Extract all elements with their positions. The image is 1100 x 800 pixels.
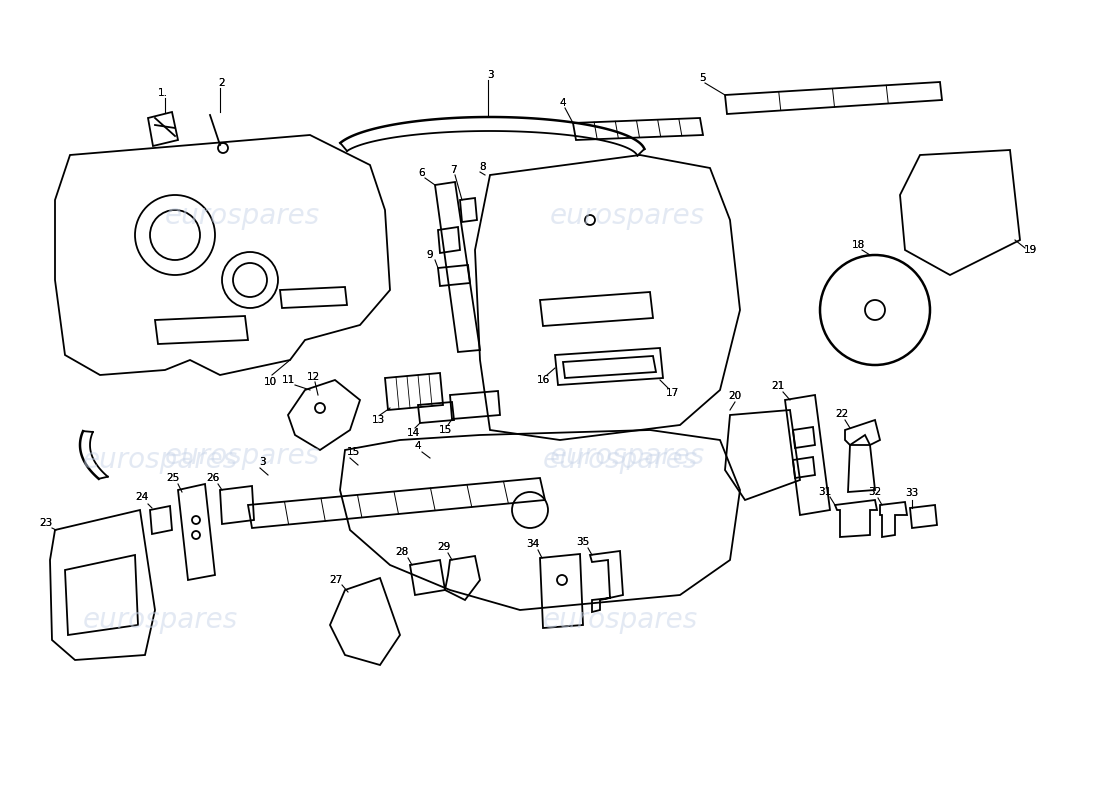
Text: 12: 12 [307,372,320,382]
Text: eurospares: eurospares [82,446,238,474]
Text: 10: 10 [263,377,276,387]
Text: 7: 7 [450,165,456,175]
Text: 20: 20 [728,391,741,401]
Text: 28: 28 [395,547,408,557]
Text: 18: 18 [851,240,865,250]
Text: 6: 6 [419,168,426,178]
Text: 5: 5 [700,73,706,83]
Text: 15: 15 [439,425,452,435]
Text: eurospares: eurospares [542,606,697,634]
Text: 31: 31 [818,487,832,497]
Text: 12: 12 [307,372,320,382]
Text: 24: 24 [135,492,149,502]
Text: 4: 4 [560,98,566,108]
Text: 22: 22 [835,409,848,419]
Text: eurospares: eurospares [549,202,705,230]
Text: 2: 2 [219,78,225,88]
Text: 23: 23 [40,518,53,528]
Text: 26: 26 [207,473,220,483]
Text: 4: 4 [560,98,566,108]
Text: 11: 11 [282,375,295,385]
Text: 15: 15 [439,425,452,435]
Text: 34: 34 [527,539,540,549]
Text: 13: 13 [372,415,385,425]
Text: 1.: 1. [158,88,168,98]
Text: 33: 33 [905,488,918,498]
Text: 15: 15 [346,447,360,457]
Text: 23: 23 [40,518,53,528]
Text: 8: 8 [480,162,486,172]
Text: 28: 28 [395,547,408,557]
Text: 3: 3 [258,457,265,467]
Text: 9: 9 [427,250,433,260]
Text: 32: 32 [868,487,881,497]
Text: 8: 8 [480,162,486,172]
Text: eurospares: eurospares [164,442,320,470]
Text: 4: 4 [415,441,421,451]
Text: 19: 19 [1023,245,1036,255]
Text: 6: 6 [419,168,426,178]
Text: eurospares: eurospares [549,442,705,470]
Text: 33: 33 [905,488,918,498]
Text: 27: 27 [329,575,342,585]
Text: 2: 2 [219,78,225,88]
Text: 20: 20 [728,391,741,401]
Text: 13: 13 [372,415,385,425]
Text: 17: 17 [666,388,679,398]
Text: 14: 14 [406,428,419,438]
Text: eurospares: eurospares [82,606,238,634]
Text: 21: 21 [771,381,784,391]
Text: eurospares: eurospares [542,446,697,474]
Text: 21: 21 [771,381,784,391]
Text: 27: 27 [329,575,342,585]
Text: 3: 3 [258,457,265,467]
Text: 25: 25 [166,473,179,483]
Text: 10: 10 [263,377,276,387]
Text: 3: 3 [486,70,493,80]
Text: 22: 22 [835,409,848,419]
Text: 17: 17 [666,388,679,398]
Text: 31: 31 [818,487,832,497]
Text: 3: 3 [486,70,493,80]
Text: 1.: 1. [158,88,168,98]
Text: 29: 29 [438,542,451,552]
Text: 14: 14 [406,428,419,438]
Text: 29: 29 [438,542,451,552]
Text: 26: 26 [207,473,220,483]
Text: 11: 11 [282,375,295,385]
Text: 19: 19 [1023,245,1036,255]
Text: 35: 35 [576,537,590,547]
Text: 4: 4 [415,441,421,451]
Text: eurospares: eurospares [164,202,320,230]
Text: 32: 32 [868,487,881,497]
Text: 18: 18 [851,240,865,250]
Text: 15: 15 [346,447,360,457]
Text: 7: 7 [450,165,456,175]
Text: 25: 25 [166,473,179,483]
Text: 5: 5 [700,73,706,83]
Text: 34: 34 [527,539,540,549]
Text: 24: 24 [135,492,149,502]
Text: 16: 16 [537,375,550,385]
Text: 35: 35 [576,537,590,547]
Text: 9: 9 [427,250,433,260]
Text: 16: 16 [537,375,550,385]
